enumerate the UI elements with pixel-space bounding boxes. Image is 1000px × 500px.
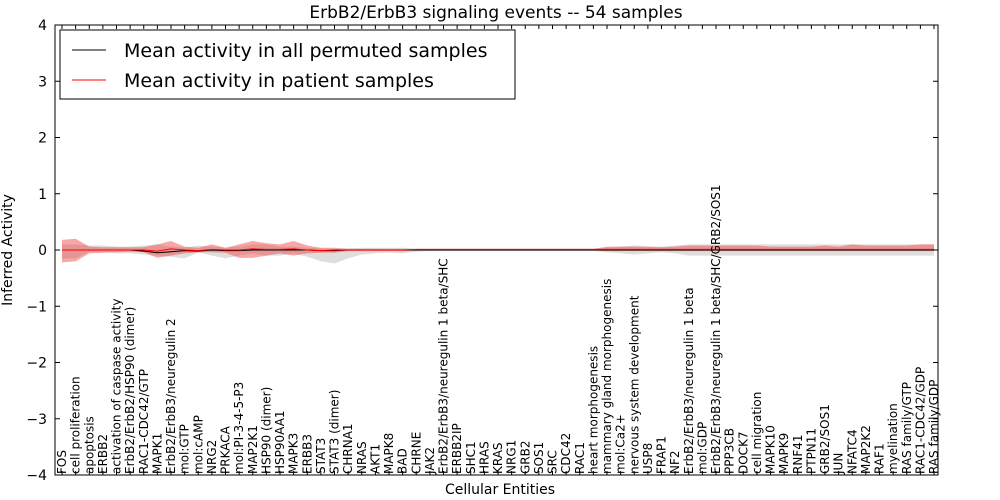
x-tick-label: heart morphogenesis [586, 346, 600, 474]
x-tick-label: RAS family/GTP [900, 382, 914, 474]
x-tick-label: SRC [546, 450, 560, 474]
x-tick-label: mol:PI-3-4-5-P3 [232, 382, 246, 474]
x-tick-label: CHRNE [409, 432, 423, 474]
x-tick-label: PRKACA [219, 425, 233, 474]
y-tick-label: −1 [26, 299, 47, 315]
y-tick-label: −3 [26, 412, 47, 428]
x-tick-label: STAT3 (dimer) [328, 390, 342, 474]
x-tick-label: ERBB3 [300, 434, 314, 474]
x-tick-label: BAD [396, 448, 410, 474]
y-tick-label: 0 [38, 243, 47, 259]
series-lines [62, 248, 934, 254]
y-tick-label: 3 [38, 74, 47, 90]
x-tick-label: ErbB2/ErbB3/neuregulin 1 beta [682, 287, 696, 474]
x-tick-label: activation of caspase activity [110, 299, 124, 474]
x-tick-label: RAC1 [573, 442, 587, 474]
x-tick-label: RAS family/GDP [927, 380, 941, 474]
line-series-2 [62, 248, 934, 252]
x-tick-label: mammary gland morphogenesis [600, 279, 614, 474]
y-tick-label: 4 [38, 18, 47, 34]
legend: Mean activity in all permuted samples Me… [59, 29, 516, 100]
x-tick-label: JUN [832, 453, 846, 475]
x-tick-label: JAK2 [423, 447, 437, 475]
x-axis-label: Cellular Entities [445, 482, 555, 498]
x-tick-label: GRB2/SOS1 [818, 404, 832, 474]
x-tick-label: myelination [886, 403, 900, 474]
x-tick-label: mol:GDP [695, 422, 709, 474]
x-tick-label: NRG1 [505, 440, 519, 474]
legend-box [59, 29, 516, 100]
x-tick-label: DOCK7 [736, 431, 750, 474]
x-axis-ticks: FOS cell proliferation apoptosis ERBB2 activ… [55, 25, 941, 475]
y-tick-label: −4 [26, 468, 47, 484]
x-tick-label: HSP90AA1 [273, 410, 287, 474]
y-tick-label: −2 [26, 356, 47, 372]
x-tick-label: MAPK8 [382, 433, 396, 474]
x-tick-label: MAPK10 [764, 425, 778, 474]
x-tick-label: RAF1 [873, 443, 887, 474]
x-tick-label: PPP3CB [723, 428, 737, 474]
x-tick-label: NRAS [355, 441, 369, 474]
x-tick-label: RAC1-CDC42/GDP [913, 367, 927, 474]
x-tick-label: RNF41 [791, 435, 805, 475]
x-tick-label: GRB2 [518, 440, 532, 474]
x-tick-label: SOS1 [532, 442, 546, 474]
x-tick-label: FOS [55, 450, 69, 474]
x-tick-label: STAT3 [314, 438, 328, 474]
y-axis-ticks: 4 3 2 1 0 −1 −2 −3 −4 [26, 18, 938, 484]
chart-title: ErbB2/ErbB3 signaling events -- 54 sampl… [309, 3, 682, 23]
x-tick-label: MAPK3 [287, 433, 301, 474]
x-tick-label: cell migration [750, 392, 764, 474]
x-tick-label: CDC42 [559, 433, 573, 474]
legend-label-patient: Mean activity in patient samples [124, 70, 434, 92]
x-tick-label: ErbB2/ErbB2/HSP90 (dimer) [123, 307, 137, 474]
x-tick-label: mol:GTP [178, 424, 192, 474]
x-tick-label: MAPK1 [150, 433, 164, 474]
x-tick-label: RAC1-CDC42/GTP [137, 369, 151, 474]
x-tick-label: MAP2K2 [859, 425, 873, 474]
x-tick-label: NF2 [668, 450, 682, 474]
y-tick-label: 2 [38, 131, 47, 147]
x-tick-label: ErbB2/ErbB3/neuregulin 1 beta/SHC [437, 258, 451, 474]
x-tick-label: AKT1 [368, 444, 382, 474]
x-tick-label: ERBB2 [96, 434, 110, 474]
x-tick-label: apoptosis [82, 416, 96, 474]
x-tick-label: KRAS [491, 442, 505, 474]
x-tick-label: mol:Ca2+ [614, 414, 628, 474]
x-tick-label: NRG2 [205, 440, 219, 474]
x-tick-label: NFATC4 [845, 429, 859, 474]
band-series-2 [62, 238, 934, 263]
x-tick-label: HSP90 (dimer) [259, 387, 273, 474]
line-series-1 [62, 249, 934, 254]
x-tick-label: PTPN11 [804, 428, 818, 474]
x-tick-label: SHC1 [464, 441, 478, 474]
x-tick-label: ErbB2/ErbB3/neuregulin 2 [164, 318, 178, 474]
x-tick-label: ErbB2/ErbB3/neuregulin 1 beta/SHC/GRB2/S… [709, 184, 723, 474]
x-tick-label: ERBB2IP [450, 423, 464, 474]
x-tick-label: mol:cAMP [191, 415, 205, 474]
x-tick-label: cell proliferation [69, 376, 83, 474]
y-tick-label: 1 [38, 187, 47, 203]
x-tick-label: nervous system development [627, 295, 641, 474]
x-tick-label: MAPK9 [777, 433, 791, 474]
x-tick-label: USP8 [641, 443, 655, 474]
legend-label-permuted: Mean activity in all permuted samples [124, 40, 487, 62]
y-axis-label: Inferred Activity [0, 194, 16, 306]
x-tick-label: FRAP1 [655, 436, 669, 474]
x-tick-label: CHRNA1 [341, 423, 355, 474]
x-tick-label: MAP2K1 [246, 425, 260, 474]
x-tick-label: HRAS [477, 441, 491, 474]
